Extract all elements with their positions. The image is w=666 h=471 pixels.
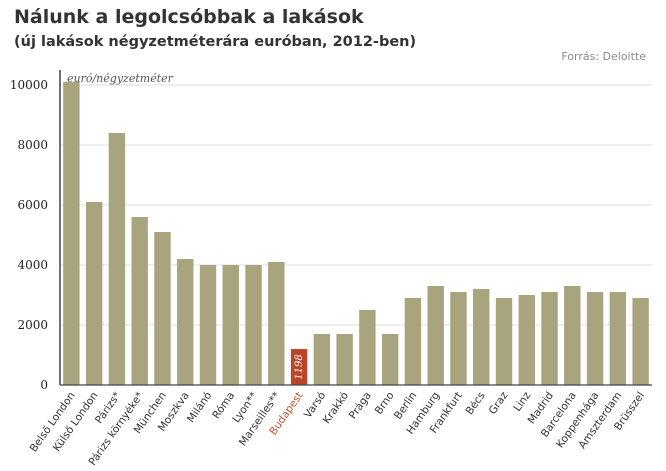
bar: [359, 310, 376, 385]
source-note: Forrás: Deloitte: [561, 50, 646, 63]
bar: [177, 259, 194, 385]
bar: [632, 298, 649, 385]
bar: [336, 334, 353, 385]
bar: [108, 133, 126, 385]
bar: [518, 295, 535, 385]
bar: [450, 292, 467, 385]
category-label: Graz: [487, 389, 511, 416]
bar: [290, 349, 308, 385]
bar: [268, 262, 285, 385]
chart-title: Nálunk a legolcsóbbak a lakások: [14, 6, 364, 28]
bar: [404, 298, 422, 385]
bar: [495, 298, 513, 385]
y-tick-label: 8000: [17, 138, 48, 152]
y-axis-label: euró/négyzetméter: [67, 72, 174, 85]
bar: [473, 289, 490, 385]
y-tick-label: 0: [40, 378, 48, 392]
bar: [609, 292, 627, 385]
y-tick-label: 2000: [17, 318, 48, 332]
bar: [564, 286, 581, 385]
bar: [541, 292, 558, 385]
y-tick-label: 4000: [17, 258, 48, 272]
bar: [154, 232, 171, 385]
y-tick-label: 6000: [17, 198, 48, 212]
category-label: Prága: [347, 390, 374, 421]
y-tick-label: 10000: [10, 78, 48, 92]
bar: [313, 334, 331, 385]
bar: [199, 265, 217, 385]
bar: [63, 82, 80, 385]
bar: [222, 265, 239, 385]
bar: [586, 292, 604, 385]
data-label: 1198: [294, 354, 305, 379]
bar: [245, 265, 262, 385]
bar: [85, 202, 103, 385]
bar: [381, 334, 399, 385]
category-label: Linz: [511, 389, 533, 413]
chart-subtitle: (új lakások négyzetméterára euróban, 201…: [14, 34, 417, 50]
bar: [427, 286, 444, 385]
bar: [131, 217, 148, 385]
category-label: Bécs: [464, 390, 488, 417]
